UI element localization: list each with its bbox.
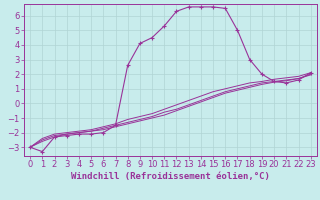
X-axis label: Windchill (Refroidissement éolien,°C): Windchill (Refroidissement éolien,°C): [71, 172, 270, 181]
